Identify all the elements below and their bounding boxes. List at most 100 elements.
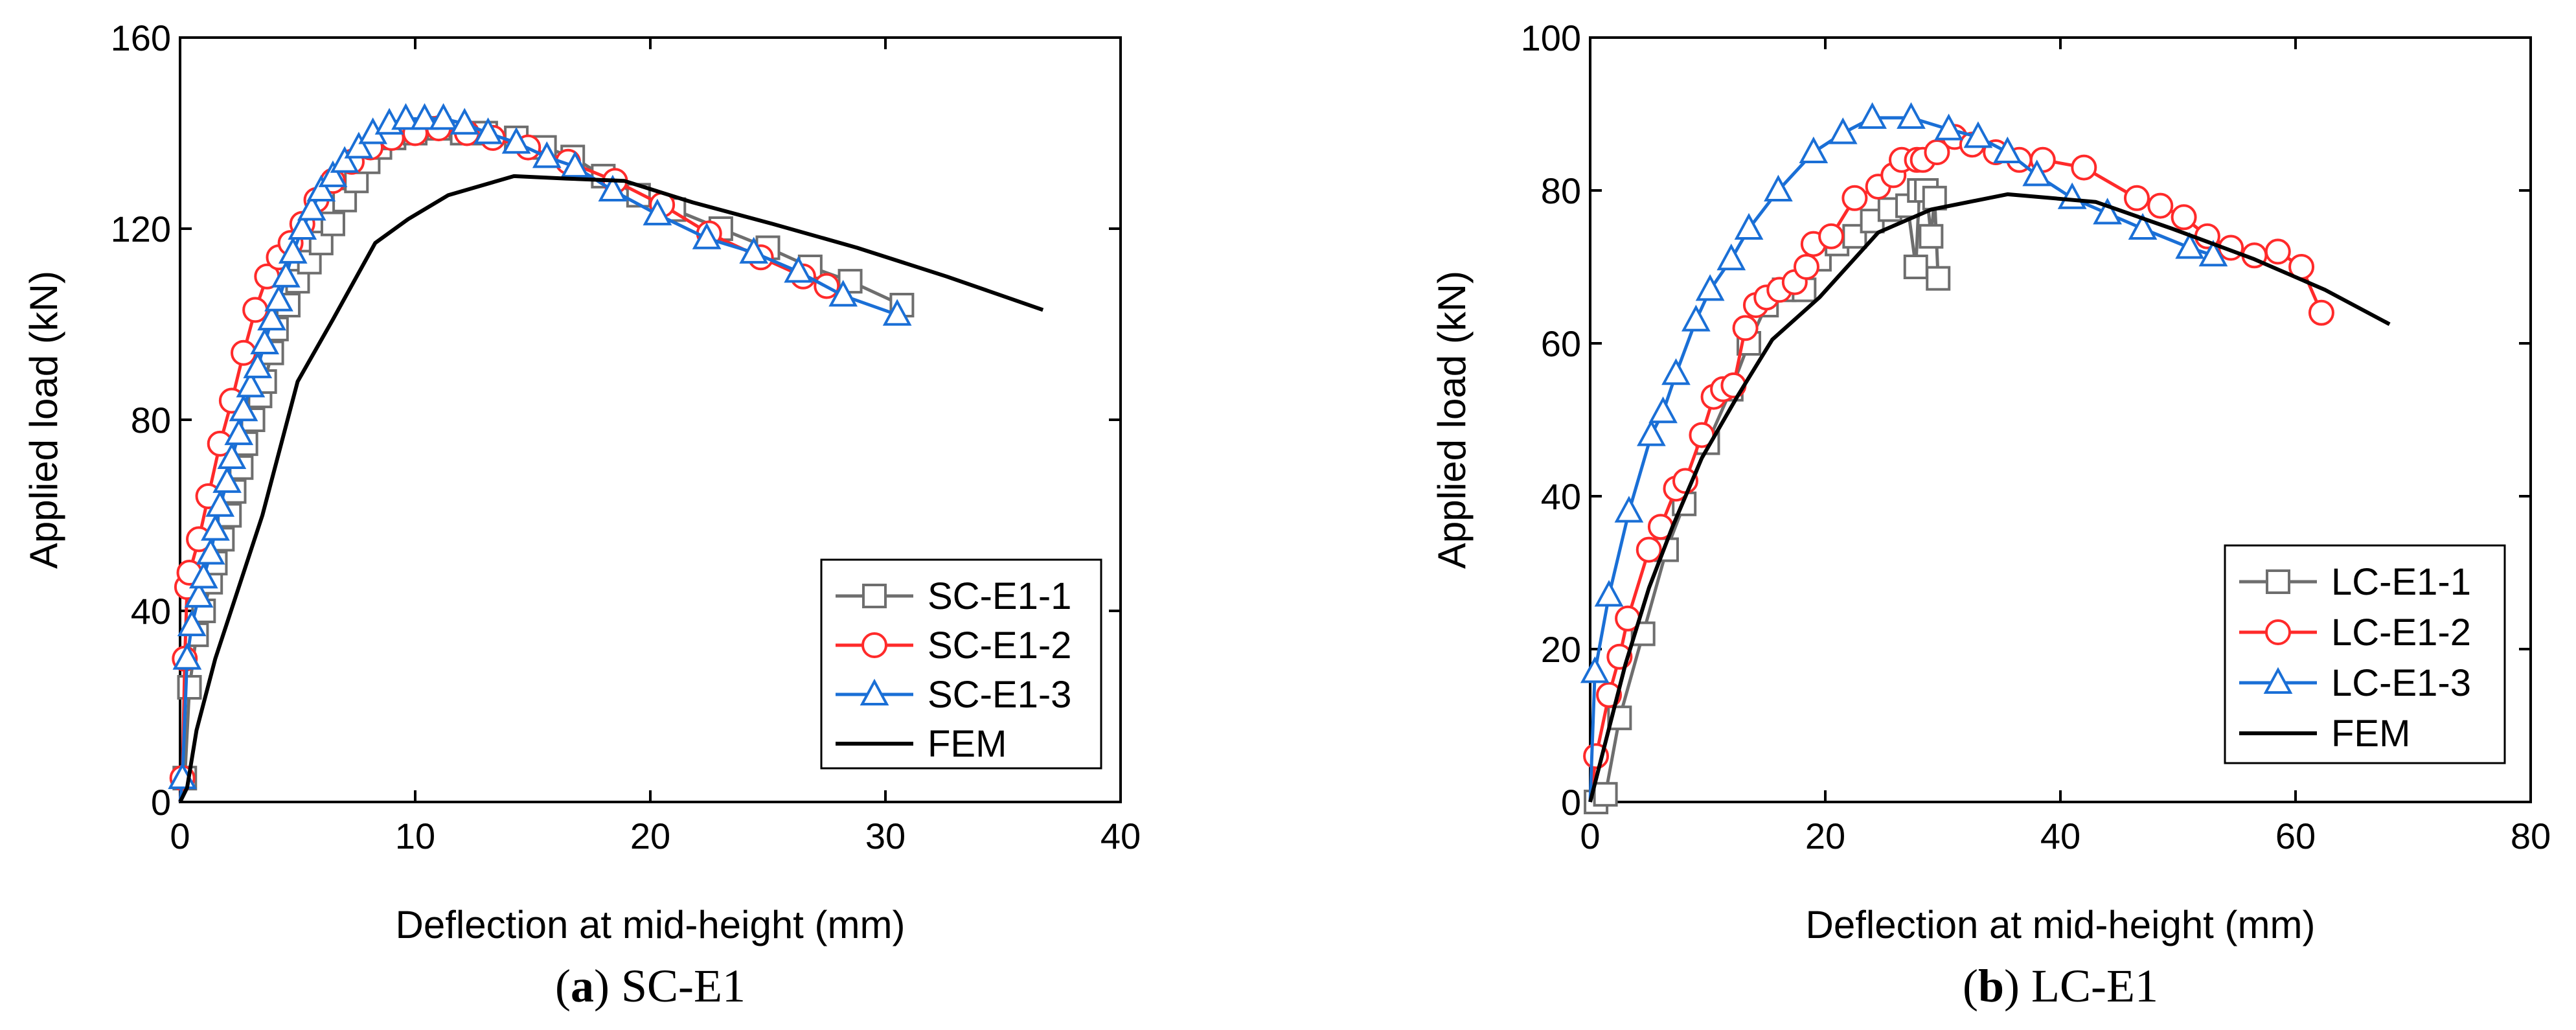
y-tick-label: 0 [151, 782, 171, 823]
data-point-marker [1793, 254, 1819, 280]
x-tick-label: 20 [1805, 816, 1845, 856]
data-point-marker [882, 299, 912, 326]
data-point-marker [1897, 102, 1926, 129]
legend-marker [860, 678, 889, 705]
data-point-marker [2198, 240, 2228, 267]
data-point-marker [532, 141, 562, 168]
series-group-a [168, 103, 1044, 803]
series-group-b [1580, 102, 2391, 814]
legend-marker [2266, 569, 2290, 594]
data-point-marker [450, 108, 479, 135]
legend-marker [2265, 619, 2291, 645]
data-point-marker [1828, 117, 1858, 144]
series-line [178, 174, 1044, 803]
data-point-marker [1903, 255, 1928, 279]
data-point-marker [410, 103, 439, 130]
data-point-marker [297, 194, 326, 221]
data-point-marker [320, 211, 345, 236]
x-tick-label: 60 [2275, 816, 2316, 856]
data-point-marker [1924, 139, 1950, 165]
caption-text-b: LC-E1 [2031, 960, 2158, 1012]
data-point-marker [1614, 496, 1644, 523]
data-point-marker [560, 150, 590, 178]
data-point-marker [1858, 102, 1887, 129]
chart-panel-a: 0 10 20 30 40 0 40 80 120 160 Deflection at mid-h… [22, 17, 1141, 1012]
legend-entry-label: LC-E1-2 [2331, 612, 2471, 654]
data-point-marker [1636, 536, 1662, 563]
data-point-marker [2264, 238, 2291, 265]
y-axis-label-a: Applied load (kN) [22, 271, 65, 569]
data-point-marker [257, 303, 286, 331]
legend-b: LC-E1-1 LC-E1-2 LC-E1-3 FEM [2224, 544, 2506, 764]
x-tick-label: 40 [2040, 816, 2080, 856]
y-tick-label: 100 [1521, 17, 1581, 58]
legend-entry-label: FEM [928, 723, 1007, 765]
data-point-marker [2093, 198, 2122, 225]
x-tick-label: 0 [170, 816, 190, 856]
data-point-marker [271, 260, 301, 288]
x-tick-label: 30 [865, 816, 906, 856]
data-point-marker [229, 395, 258, 422]
legend-entry-label: SC-E1-3 [928, 674, 1071, 716]
y-tick-label: 0 [1561, 782, 1581, 823]
data-point-marker [177, 609, 207, 637]
series-line [178, 117, 898, 803]
data-point-marker [264, 284, 293, 312]
data-point-marker [1764, 174, 1793, 201]
data-point-marker [306, 174, 336, 201]
x-tick-label: 40 [1100, 816, 1141, 856]
data-point-marker [2123, 185, 2150, 211]
data-point-marker [2128, 212, 2158, 240]
data-point-marker [1934, 113, 1963, 141]
data-point-marker [1580, 656, 1610, 683]
y-tick-label: 80 [131, 400, 171, 441]
y-tick-label: 40 [1541, 476, 1581, 517]
x-tick-label: 80 [2511, 816, 2551, 856]
data-point-marker [1818, 223, 1845, 249]
data-point-marker [2071, 154, 2097, 181]
y-tick-label: 120 [111, 209, 171, 249]
legend-marker [861, 632, 887, 658]
data-point-marker [429, 103, 458, 130]
caption-text-a: SC-E1 [621, 960, 746, 1012]
x-tick-label: 10 [395, 816, 435, 856]
data-point-marker [201, 514, 230, 541]
data-point-marker [1695, 274, 1725, 301]
x-axis-label-b: Deflection at mid-height (mm) [1806, 903, 2316, 946]
series-sc-e1-1 [172, 116, 915, 803]
x-axis-label-a: Deflection at mid-height (mm) [396, 903, 906, 946]
legend-entry-label: SC-E1-1 [928, 575, 1071, 617]
data-point-marker [1992, 136, 2022, 163]
caption-a: (a) SC-E1 [555, 960, 746, 1012]
data-point-marker [318, 160, 348, 187]
data-point-marker [739, 236, 769, 264]
data-point-marker [2022, 159, 2052, 187]
data-point-marker [1926, 266, 1951, 291]
data-point-marker [344, 132, 374, 159]
legend-marker [2263, 667, 2293, 694]
x-tick-label: 0 [1580, 816, 1600, 856]
data-point-marker [1716, 244, 1746, 271]
data-point-marker [196, 538, 225, 565]
data-point-marker [501, 127, 531, 154]
y-tick-label: 40 [131, 591, 171, 632]
legend-marker [862, 584, 887, 608]
y-tick-label: 60 [1541, 323, 1581, 364]
data-point-marker [1963, 121, 1993, 148]
legend-a: SC-E1-1 SC-E1-2 SC-E1-3 FEM [820, 558, 1102, 770]
series-line [1588, 192, 2391, 803]
data-point-marker [1661, 358, 1691, 385]
data-point-marker [205, 490, 235, 517]
data-point-marker [2175, 232, 2205, 259]
data-point-marker [692, 222, 722, 249]
data-point-marker [177, 675, 202, 700]
data-point-marker [1841, 185, 1868, 211]
series-sc-e1-3 [168, 103, 912, 803]
data-point-marker [242, 297, 269, 323]
data-point-marker [2308, 299, 2334, 326]
data-point-marker [243, 351, 273, 378]
data-point-marker [172, 643, 202, 670]
data-point-marker [2057, 182, 2087, 209]
data-point-marker [330, 146, 359, 173]
data-point-marker [236, 371, 266, 398]
